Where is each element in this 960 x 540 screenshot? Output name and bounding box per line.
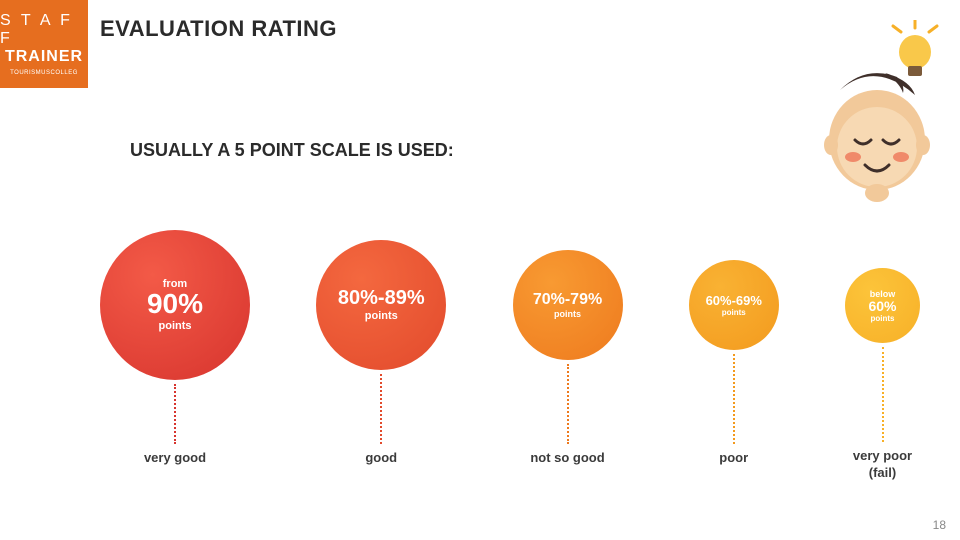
scale-circle: below 60% points — [845, 268, 920, 343]
scale-unit: points — [871, 314, 895, 323]
scale-label: poor — [719, 450, 748, 467]
scale-unit: points — [365, 310, 398, 322]
scale-unit: points — [554, 309, 581, 319]
scale-item-very-poor: below 60% points very poor (fail) — [845, 230, 920, 482]
scale-unit: points — [159, 320, 192, 332]
page-subtitle: USUALLY A 5 POINT SCALE IS USED: — [130, 140, 454, 161]
scale-percent: 70%-79% — [533, 292, 602, 308]
scale-prefix: below — [870, 289, 896, 299]
rating-scale: from 90% points very good 80%-89% points… — [100, 230, 920, 482]
scale-connector — [567, 364, 569, 444]
scale-item-poor: 60%-69% points poor — [689, 230, 779, 482]
decorative-illustration — [790, 20, 950, 210]
brand-logo: S T A F F TRAINER TOURISMUSCOLLEG — [0, 0, 88, 88]
scale-connector — [882, 347, 884, 442]
scale-label: very good — [144, 450, 206, 467]
logo-subtext: TOURISMUSCOLLEG — [10, 70, 78, 76]
scale-item-not-so-good: 70%-79% points not so good — [513, 230, 623, 482]
scale-item-good: 80%-89% points good — [316, 230, 446, 482]
scale-connector — [733, 354, 735, 444]
scale-circle: 60%-69% points — [689, 260, 779, 350]
scale-percent: 80%-89% — [338, 288, 425, 308]
scale-label: not so good — [530, 450, 604, 467]
scale-connector — [380, 374, 382, 444]
logo-line-1: S T A F F — [0, 12, 88, 48]
scale-circle: from 90% points — [100, 230, 250, 380]
scale-item-very-good: from 90% points very good — [100, 230, 250, 482]
scale-circle: 70%-79% points — [513, 250, 623, 360]
page-title: EVALUATION RATING — [100, 16, 337, 42]
logo-line-2: TRAINER — [5, 48, 83, 66]
scale-label: good — [365, 450, 397, 467]
scale-connector — [174, 384, 176, 444]
scale-unit: points — [722, 308, 746, 317]
scale-percent: 60% — [868, 299, 896, 313]
page-number: 18 — [933, 518, 946, 532]
scale-percent: 90% — [147, 290, 203, 318]
scale-circle: 80%-89% points — [316, 240, 446, 370]
scale-label: very poor (fail) — [853, 448, 912, 482]
scale-percent: 60%-69% — [706, 294, 762, 307]
